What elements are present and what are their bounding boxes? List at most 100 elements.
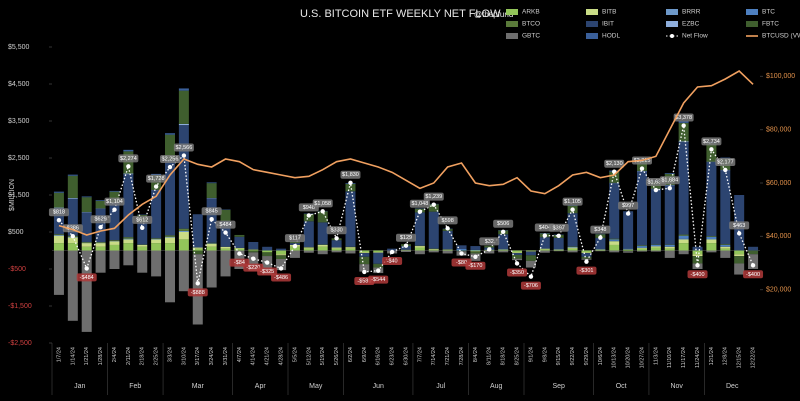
bar-segment xyxy=(151,190,162,239)
bar-segment xyxy=(67,243,78,251)
bar-segment xyxy=(525,251,536,256)
bar-segment xyxy=(720,248,731,251)
label-box xyxy=(382,256,403,265)
bar-segment xyxy=(303,250,314,253)
legend-label: IBIT xyxy=(602,21,614,28)
net-flow-point xyxy=(334,236,339,241)
bar-segment xyxy=(664,250,675,258)
label-box xyxy=(90,215,111,224)
x-tick-label: 7/21/24 xyxy=(445,347,451,365)
x-tick-label: 8/4/24 xyxy=(473,347,479,362)
label-box xyxy=(590,225,611,234)
bar-segment xyxy=(206,250,217,288)
net-flow-point xyxy=(126,164,131,169)
bar-segment xyxy=(192,214,203,248)
bar-segment xyxy=(678,234,689,236)
bar-segment xyxy=(720,246,731,249)
month-label: Feb xyxy=(129,383,141,390)
net-flow-point xyxy=(362,269,367,275)
bar-segment xyxy=(470,246,481,250)
bar-segment xyxy=(637,245,647,247)
bar-segment xyxy=(276,248,287,251)
bar-segment xyxy=(123,239,134,244)
net-flow-point xyxy=(403,243,409,248)
month-label: Apr xyxy=(255,383,267,390)
bar-segment xyxy=(178,250,189,292)
bar-segment xyxy=(178,230,189,232)
bar-segment xyxy=(678,122,689,142)
bar-segment xyxy=(553,250,564,252)
bar-segment xyxy=(706,236,717,237)
bar-segment xyxy=(637,159,647,171)
bar-segment xyxy=(567,247,578,249)
bar-segment xyxy=(706,239,717,244)
bar-segment xyxy=(137,250,148,273)
x-tick-label: 10/13/24 xyxy=(612,347,618,368)
net-flow-point xyxy=(389,249,395,255)
bar-segment xyxy=(220,209,231,221)
bar-segment xyxy=(95,200,106,209)
bar-segment xyxy=(345,183,356,192)
bar-segment xyxy=(151,243,162,251)
legend-swatch xyxy=(506,33,518,39)
bar-segment xyxy=(95,250,106,273)
x-tick-label: 4/7/24 xyxy=(237,347,243,362)
bar-segment xyxy=(109,203,120,241)
label-box xyxy=(201,207,222,216)
y-axis-label: $MILLION xyxy=(9,179,16,211)
net-flow-point xyxy=(195,281,200,286)
bar-segment xyxy=(664,246,675,249)
bar-segment xyxy=(734,263,745,275)
bar-segment xyxy=(81,246,92,251)
net-flow-point xyxy=(473,254,478,259)
legend-label: Net Flow xyxy=(682,33,708,40)
y2-tick-label: $20,000 xyxy=(766,287,791,294)
net-flow-point xyxy=(181,153,187,158)
x-tick-label: 1/28/24 xyxy=(98,347,104,365)
data-label: $1,684 xyxy=(661,178,678,184)
data-label: -$888 xyxy=(191,290,205,296)
bar-segment xyxy=(637,246,647,248)
bar-segment xyxy=(137,244,148,247)
bar-segment xyxy=(720,244,731,247)
bar-segment xyxy=(484,245,495,248)
net-flow-point xyxy=(223,230,228,235)
data-label: $2,566 xyxy=(175,145,192,151)
y-tick-label: $3,500 xyxy=(8,118,30,125)
x-tick-label: 1/7/24 xyxy=(56,347,62,362)
chart-subtitle: @thepfund xyxy=(474,10,513,19)
net-flow-point xyxy=(612,169,617,174)
bar-segment xyxy=(345,247,356,249)
x-tick-label: 10/6/24 xyxy=(598,347,604,365)
bar-segment xyxy=(414,250,425,255)
bar-segment xyxy=(262,250,273,253)
bar-segment xyxy=(512,254,523,259)
bar-segment xyxy=(109,190,120,192)
x-tick-label: 11/24/24 xyxy=(695,347,701,368)
legend-swatch xyxy=(670,34,674,38)
label-box xyxy=(312,199,333,208)
bar-segment xyxy=(53,234,64,235)
bar-segment xyxy=(748,250,759,255)
x-tick-label: 4/14/24 xyxy=(251,347,257,365)
bar-segment xyxy=(678,250,689,255)
bar-segment xyxy=(123,149,134,152)
x-tick-label: 11/3/24 xyxy=(653,347,659,365)
legend-swatch xyxy=(746,21,758,27)
bar-segment xyxy=(192,247,203,249)
data-label: $1,105 xyxy=(564,199,581,205)
net-flow-point xyxy=(736,231,742,236)
y2-tick-label: $80,000 xyxy=(766,127,791,134)
y2-tick-label: $100,000 xyxy=(766,73,795,80)
bar-segment xyxy=(95,243,106,247)
bar-segment xyxy=(442,250,453,254)
net-flow-point xyxy=(570,207,575,212)
bar-segment xyxy=(553,249,564,251)
month-label: Jul xyxy=(436,383,445,390)
bar-segment xyxy=(734,256,745,264)
bar-segment xyxy=(317,246,328,251)
legend-swatch xyxy=(586,9,598,15)
net-flow-point xyxy=(167,164,173,170)
data-label: -$580 xyxy=(357,278,371,284)
chart-title: U.S. BITCOIN ETF WEEKLY NET FLOW xyxy=(300,8,501,20)
